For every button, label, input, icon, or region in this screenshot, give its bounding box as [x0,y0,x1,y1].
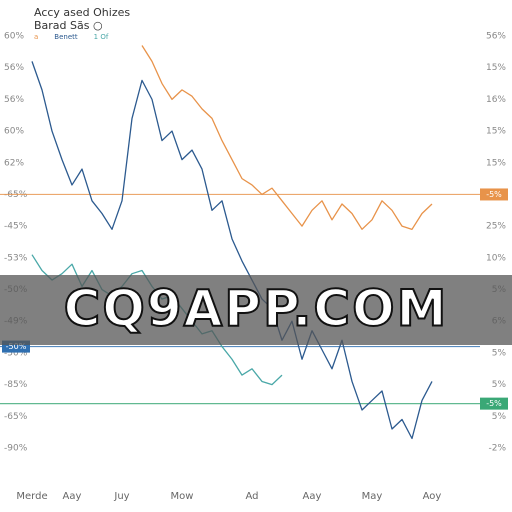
x-tick-label: Aay [63,491,82,502]
chart-title: Accy ased Ohizes [34,6,130,19]
y-tick-label: -90% [4,444,28,454]
reference-label: -5% [486,399,502,408]
y-tick-label: 56% [4,63,24,73]
series-line [31,61,433,440]
x-tick-label: Aay [303,491,322,502]
watermark-text: CQ9APP.COM [64,280,449,338]
y2-tick-label: 5% [492,412,507,422]
y-tick-label: 56% [4,95,24,105]
y-tick-label: -53% [4,253,28,263]
watermark-band [0,275,512,345]
series-line [141,45,433,230]
reference-tag [480,397,508,410]
reference-label: -50% [6,342,27,351]
y2-tick-label: -2% [488,444,506,454]
reference-label: -5% [486,190,502,199]
y2-tick-label: 5% [492,380,507,390]
watermark: CQ9APP.COM [0,275,512,345]
y2-tick-label: 56% [486,32,506,42]
y-tick-label: 60% [4,32,24,42]
y2-tick-label: 25% [486,222,506,232]
legend-entry: 1 Of [94,33,109,41]
legend-entry: Benett [54,33,78,41]
y2-tick-label: 15% [486,63,506,73]
y2-tick-label: 15% [486,127,506,137]
x-tick-label: Mow [171,491,194,502]
x-tick-label: May [362,491,383,502]
y-tick-label: -85% [4,380,28,390]
chart-subtitle: Barad Sãs ○ [34,19,103,32]
legend-entry: a [34,33,38,41]
y2-tick-label: 15% [486,158,506,168]
y-tick-label: -45% [4,222,28,232]
y2-tick-label: 16% [486,95,506,105]
legend: a Benett 1 Of [34,33,109,41]
y-tick-label: -65% [4,412,28,422]
x-tick-label: Ad [245,491,258,502]
y2-tick-label: 5% [492,348,507,358]
y-tick-label: 60% [4,127,24,137]
y-tick-label: -50% [4,348,28,358]
reference-tag [480,188,508,201]
x-tick-label: Merde [16,491,47,502]
y-tick-label: 62% [4,158,24,168]
y2-tick-label: 10% [486,253,506,263]
x-tick-label: Aoy [423,491,442,502]
x-tick-label: Juy [113,491,129,502]
